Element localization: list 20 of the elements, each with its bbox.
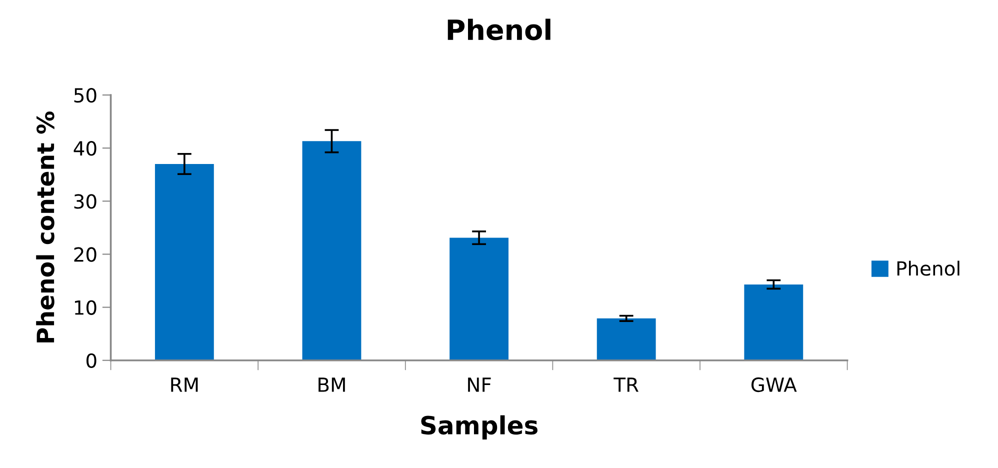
x-tick-label: BM [318, 378, 345, 392]
bar [596, 318, 656, 360]
y-tick-label: 40 [74, 141, 96, 156]
y-tick-label: 10 [74, 300, 96, 315]
x-tick-label: RM [171, 378, 198, 392]
bar [450, 238, 508, 360]
legend-label: Phenol [897, 260, 960, 276]
chart-title: Phenol [448, 18, 550, 40]
bar [302, 141, 362, 360]
x-tick-label: NF [468, 378, 491, 392]
y-tick-label: 20 [74, 247, 96, 262]
y-tick-label: 0 [86, 353, 96, 368]
x-axis-title: Samples [421, 415, 538, 440]
x-tick-label: TR [614, 378, 638, 392]
y-tick-label: 50 [74, 88, 96, 103]
y-axis-title: Phenol content % [36, 112, 54, 342]
bar [154, 164, 214, 360]
y-tick-label: 30 [74, 194, 96, 209]
x-tick-label: GWA [751, 377, 797, 392]
bar [744, 284, 804, 360]
